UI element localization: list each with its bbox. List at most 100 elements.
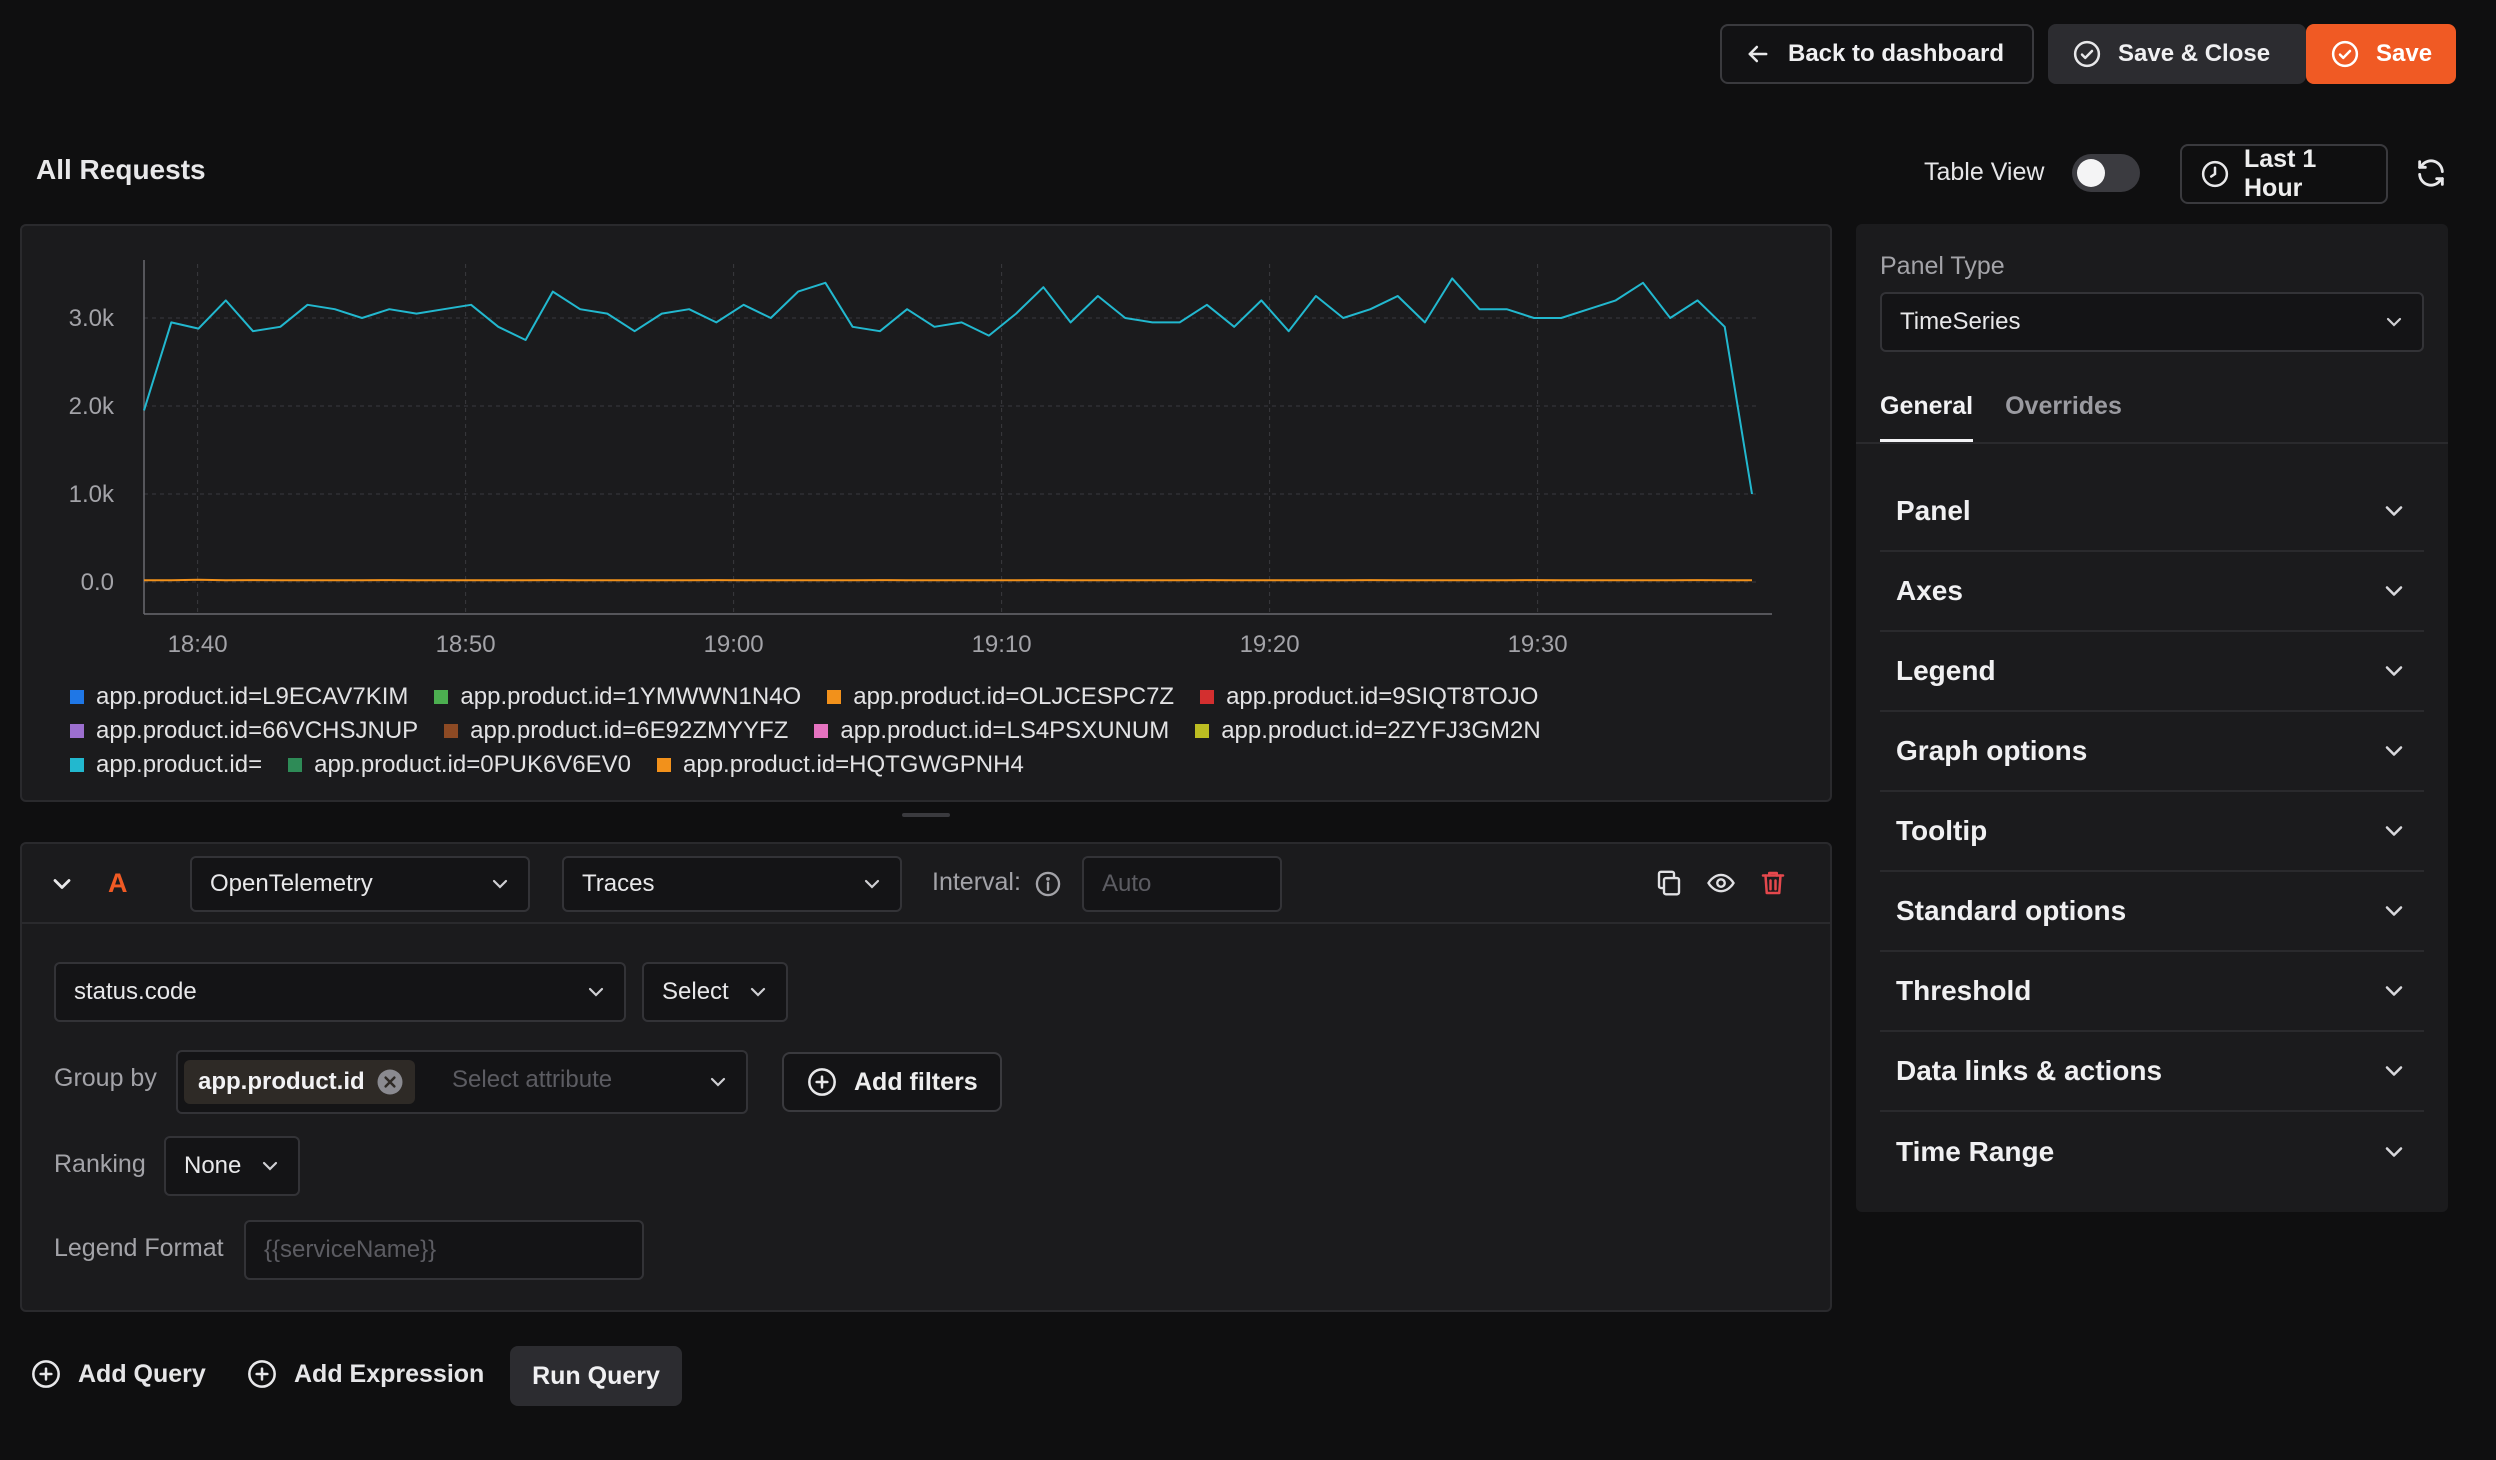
metric-select[interactable]: status.code xyxy=(54,962,626,1022)
legend-label: app.product.id=6E92ZMYYFZ xyxy=(470,717,789,744)
add-filters-button[interactable]: Add filters xyxy=(782,1052,1002,1112)
remove-chip-icon[interactable] xyxy=(375,1067,405,1097)
legend-item[interactable]: app.product.id=OLJCESPC7Z xyxy=(827,683,1174,711)
check-circle-icon xyxy=(2072,39,2102,69)
legend-format-label: Legend Format xyxy=(54,1234,224,1262)
legend-label: app.product.id= xyxy=(96,751,263,778)
datasource-value: OpenTelemetry xyxy=(210,870,373,897)
legend-item[interactable]: app.product.id=6E92ZMYYFZ xyxy=(444,717,788,745)
aggregate-select[interactable]: Select xyxy=(642,962,788,1022)
trash-icon[interactable] xyxy=(1758,868,1788,898)
plus-circle-icon xyxy=(806,1066,838,1098)
interval-label: Interval: xyxy=(932,868,1021,896)
legend-row: app.product.id=66VCHSJNUP app.product.id=… xyxy=(70,714,1810,748)
clock-icon xyxy=(2200,159,2230,189)
legend-swatch xyxy=(657,758,672,772)
section-data-links-actions[interactable]: Data links & actions xyxy=(1880,1032,2424,1112)
section-axes[interactable]: Axes xyxy=(1880,552,2424,632)
x-tick-label: 18:40 xyxy=(168,631,228,658)
group-by-chip[interactable]: app.product.id xyxy=(184,1060,415,1104)
series-line xyxy=(143,277,1753,495)
chevron-down-icon xyxy=(2380,737,2408,765)
section-standard-options[interactable]: Standard options xyxy=(1880,872,2424,952)
add-expression-button[interactable]: Add Expression xyxy=(246,1358,484,1390)
add-query-label: Add Query xyxy=(78,1359,206,1388)
resize-handle[interactable] xyxy=(902,813,950,817)
chevron-down-icon xyxy=(584,980,608,1004)
legend-item[interactable]: app.product.id=LS4PSXUNUM xyxy=(814,717,1169,745)
legend-item[interactable]: app.product.id=9SIQT8TOJO xyxy=(1200,683,1538,711)
signal-select[interactable]: Traces xyxy=(562,856,902,912)
panel-type-value: TimeSeries xyxy=(1900,308,2021,335)
add-query-button[interactable]: Add Query xyxy=(30,1358,206,1390)
refresh-icon[interactable] xyxy=(2414,156,2448,190)
legend-item[interactable]: app.product.id=HQTGWGPNH4 xyxy=(657,751,1024,779)
group-by-label: Group by xyxy=(54,1064,157,1092)
ranking-select[interactable]: None xyxy=(164,1136,300,1196)
section-panel[interactable]: Panel xyxy=(1880,472,2424,552)
legend-item[interactable]: app.product.id=L9ECAV7KIM xyxy=(70,683,408,711)
x-tick-label: 19:00 xyxy=(704,631,764,658)
group-by-placeholder: Select attribute xyxy=(452,1066,613,1093)
x-tick-label: 19:20 xyxy=(1240,631,1300,658)
legend-item[interactable]: app.product.id=2ZYFJ3GM2N xyxy=(1195,717,1541,745)
query-letter: A xyxy=(108,868,128,898)
legend-swatch xyxy=(1200,690,1215,704)
add-expression-label: Add Expression xyxy=(294,1359,485,1388)
group-by-chip-label: app.product.id xyxy=(198,1068,365,1095)
legend-item[interactable]: app.product.id=1YMWWN1N4O xyxy=(434,683,801,711)
y-tick-label: 2.0k xyxy=(69,393,115,420)
chevron-down-icon xyxy=(2380,497,2408,525)
back-to-dashboard-button[interactable]: Back to dashboard xyxy=(1720,24,2034,84)
chevron-down-icon xyxy=(2380,1138,2408,1166)
tab-overrides[interactable]: Overrides xyxy=(2005,392,2122,420)
table-view-toggle[interactable] xyxy=(2072,154,2140,192)
legend-swatch xyxy=(434,690,449,704)
table-view-label: Table View xyxy=(1924,158,2045,186)
legend-item[interactable]: app.product.id= xyxy=(70,751,262,779)
section-tooltip[interactable]: Tooltip xyxy=(1880,792,2424,872)
legend-swatch xyxy=(70,758,84,772)
chevron-down-icon xyxy=(2380,657,2408,685)
legend-item[interactable]: app.product.id=66VCHSJNUP xyxy=(70,717,418,745)
copy-icon[interactable] xyxy=(1654,868,1684,898)
timeseries-chart: 0.0 1.0k 2.0k 3.0k 18:40 18:50 19:00 19:10 19:20… xyxy=(69,260,1772,658)
collapse-chevron-icon[interactable] xyxy=(48,870,76,898)
chevron-down-icon xyxy=(706,1070,730,1094)
time-range-button[interactable]: Last 1 Hour xyxy=(2180,144,2388,204)
signal-value: Traces xyxy=(582,870,655,897)
chevron-down-icon xyxy=(860,872,884,896)
section-threshold[interactable]: Threshold xyxy=(1880,952,2424,1032)
section-legend[interactable]: Legend xyxy=(1880,632,2424,712)
section-time-range[interactable]: Time Range xyxy=(1880,1112,2424,1192)
datasource-select[interactable]: OpenTelemetry xyxy=(190,856,530,912)
plus-circle-icon xyxy=(246,1358,278,1390)
legend-format-placeholder: {{serviceName}} xyxy=(264,1236,437,1263)
save-button[interactable]: Save xyxy=(2306,24,2456,84)
save-close-label: Save & Close xyxy=(2118,40,2271,67)
legend-label: app.product.id=LS4PSXUNUM xyxy=(840,717,1170,744)
time-range-label: Last 1 Hour xyxy=(2244,145,2317,202)
legend-label: app.product.id=66VCHSJNUP xyxy=(96,717,419,744)
ranking-label: Ranking xyxy=(54,1150,146,1178)
tab-general[interactable]: General xyxy=(1880,392,1974,442)
chevron-down-icon xyxy=(2382,310,2406,334)
section-label: Axes xyxy=(1896,575,1963,606)
legend-label: app.product.id=9SIQT8TOJO xyxy=(1226,683,1539,710)
eye-icon[interactable] xyxy=(1706,868,1736,898)
interval-input[interactable]: Auto xyxy=(1082,856,1282,912)
section-label: Threshold xyxy=(1896,975,2032,1006)
section-label: Panel xyxy=(1896,495,1971,526)
legend-swatch xyxy=(70,690,84,704)
section-graph-options[interactable]: Graph options xyxy=(1880,712,2424,792)
save-close-button[interactable]: Save & Close xyxy=(2048,24,2306,84)
legend-item[interactable]: app.product.id=0PUK6V6EV0 xyxy=(288,751,631,779)
y-tick-label: 3.0k xyxy=(69,305,115,332)
panel-type-select[interactable]: TimeSeries xyxy=(1880,292,2424,352)
run-query-button[interactable]: Run Query xyxy=(510,1346,682,1406)
legend-format-input[interactable]: {{serviceName}} xyxy=(244,1220,644,1280)
query-panel: A OpenTelemetry Traces Interval: Auto st… xyxy=(20,842,1832,1312)
settings-panel: Panel Type TimeSeries General Overrides … xyxy=(1856,224,2448,1212)
x-tick-label: 19:30 xyxy=(1508,631,1568,658)
ranking-value: None xyxy=(184,1152,242,1179)
